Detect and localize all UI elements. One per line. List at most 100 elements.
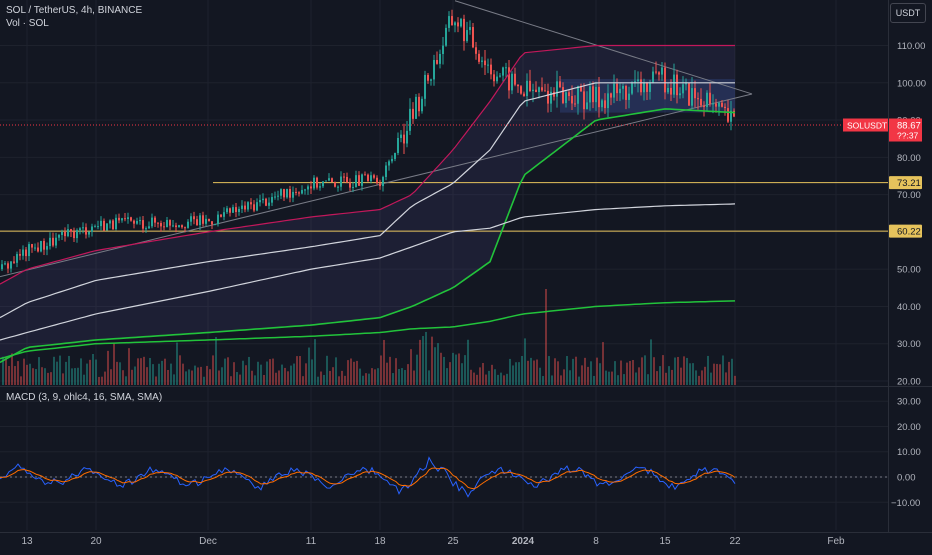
candle-body [244,205,246,210]
candle-body [634,81,636,83]
volume-bar [113,343,115,385]
volume-bar [359,368,361,385]
candle-body [592,86,594,103]
volume-bar [581,365,583,385]
sma-green-long-line[interactable] [0,300,736,360]
candle-body [340,176,342,187]
candle-body [622,86,624,89]
volume-bar [533,360,535,385]
candle-body [25,249,27,257]
volume-bar [293,363,295,385]
candle-body [13,261,15,263]
price-axis-tick-label: 50.00 [897,265,921,276]
candle-body [469,27,471,31]
volume-bar [38,357,40,385]
macd-signal-line[interactable] [0,467,736,490]
candle-body [142,220,144,229]
candle-body [295,191,297,193]
volume-bar [539,367,541,385]
price-axis-tick-label: 110.00 [897,41,925,52]
candle-body [460,18,462,27]
volume-bar [218,370,220,385]
volume-bar [404,370,406,385]
volume-bar [308,347,310,385]
currency-button[interactable]: USDT [890,3,926,23]
candle-body [688,83,690,106]
volume-bar [383,339,385,385]
candle-body [508,67,510,91]
ema-green-line[interactable] [0,108,736,364]
candle-body [28,244,30,257]
candle-body [349,182,351,188]
volume-bar [203,376,205,385]
volume-bar [299,356,301,385]
candle-body [700,98,702,106]
macd-axis-tick-label: 0.00 [897,473,916,484]
candle-body [718,102,720,107]
candle-body [358,175,360,186]
volume-bar [68,355,70,385]
candle-body [487,64,489,66]
candle-body [520,86,522,94]
candle-body [433,60,435,80]
volume-bar [2,356,4,385]
candle-body [298,192,300,194]
sma-white-long-line[interactable] [0,203,736,341]
volume-bar [71,368,73,385]
candle-body [577,85,579,104]
time-axis-tick-label: 22 [729,536,741,547]
volume-bar [662,355,664,385]
descending-trendline[interactable] [454,0,753,95]
time-axis-tick-label: 2024 [512,536,535,547]
candle-body [661,67,663,75]
volume-bar [176,342,178,385]
volume-bar [617,375,619,385]
volume-bar [536,359,538,385]
candle-body [229,208,231,213]
volume-bar [329,370,331,385]
volume-bar [590,361,592,385]
time-axis-tick-label: Dec [199,536,217,547]
volume-bar [56,361,58,385]
volume-bar [272,358,274,385]
volume-bar [530,357,532,385]
volume-bar [650,339,652,385]
candle-body [73,231,75,239]
candle-body [274,196,276,198]
volume-bar [440,352,442,385]
volume-bar [659,366,661,385]
candle-body [535,89,537,93]
candle-body [16,254,18,263]
volume-bar [155,376,157,385]
volume-bar [194,365,196,385]
volume-bar [641,357,643,385]
volume-bar [515,362,517,385]
macd-line[interactable] [0,456,736,498]
ema-red-line[interactable] [0,44,735,285]
volume-bar [443,356,445,385]
volume-bar [656,371,658,385]
candle-body [277,195,279,197]
volume-bar [710,372,712,385]
volume-bar [74,368,76,385]
volume-bar [692,363,694,385]
candle-body [334,182,336,187]
candle-body [472,27,474,48]
volume-bar [560,375,562,385]
candle-body [565,92,567,104]
volume-bar [143,356,145,385]
candle-body [481,60,483,62]
candle-body [484,60,486,66]
candle-body [361,174,363,186]
candle-body [61,231,63,235]
volume-bar [563,369,565,385]
volume-bar [167,369,169,385]
volume-bar [668,366,670,385]
candle-body [493,74,495,82]
candle-body [733,110,735,117]
volume-bar [365,373,367,385]
ema-white-line[interactable] [0,82,735,319]
volume-bar [185,371,187,385]
